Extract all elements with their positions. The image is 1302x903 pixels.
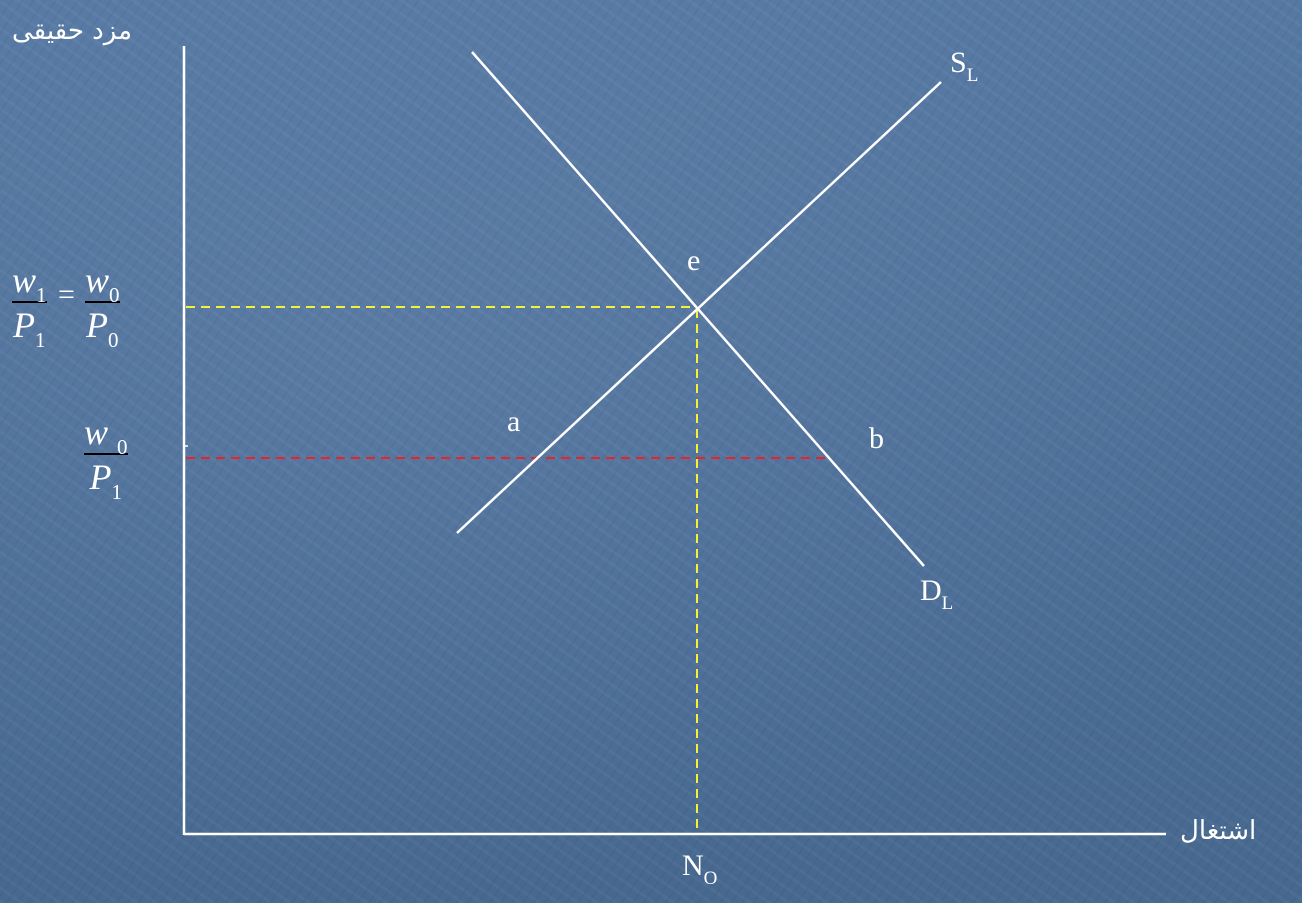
fraction-denominator: P1 bbox=[89, 457, 123, 504]
employment-tick-letter: N bbox=[682, 849, 704, 882]
supply-curve-letter: S bbox=[950, 46, 967, 79]
y-axis-label: مزد حقیقی bbox=[12, 16, 133, 46]
real-wage-fraction-lower: w 0 P1 bbox=[84, 412, 128, 504]
fraction-bar bbox=[85, 301, 120, 303]
labor-supply-curve bbox=[456, 81, 942, 534]
supply-point-label: a bbox=[507, 405, 521, 438]
equilibrium-point-label: e bbox=[687, 244, 701, 277]
fraction-numerator: w0 bbox=[85, 260, 120, 307]
fraction-denominator: P0 bbox=[86, 305, 119, 352]
fraction-bar bbox=[12, 301, 47, 303]
employment-tick-label: NO bbox=[682, 849, 717, 889]
fraction-bar bbox=[84, 453, 128, 455]
supply-curve-subscript: L bbox=[966, 65, 979, 86]
employment-tick-subscript: O bbox=[703, 868, 718, 889]
fraction-denominator: P1 bbox=[13, 305, 46, 352]
fraction-numerator: w1 bbox=[12, 260, 47, 307]
demand-point-label: b bbox=[869, 422, 884, 455]
fraction-numerator: w 0 bbox=[84, 412, 128, 459]
real-wage-fraction-original: w0 P0 bbox=[85, 260, 120, 352]
demand-curve-label: DL bbox=[920, 574, 953, 614]
real-wage-fraction-new: w1 P1 bbox=[12, 260, 47, 352]
supply-curve-label: SL bbox=[950, 46, 978, 86]
equals-sign: = bbox=[58, 278, 75, 311]
demand-curve-letter: D bbox=[920, 574, 942, 607]
labor-demand-curve bbox=[471, 51, 925, 567]
demand-curve-subscript: L bbox=[941, 593, 954, 614]
x-axis-label: اشتغال bbox=[1180, 816, 1257, 846]
